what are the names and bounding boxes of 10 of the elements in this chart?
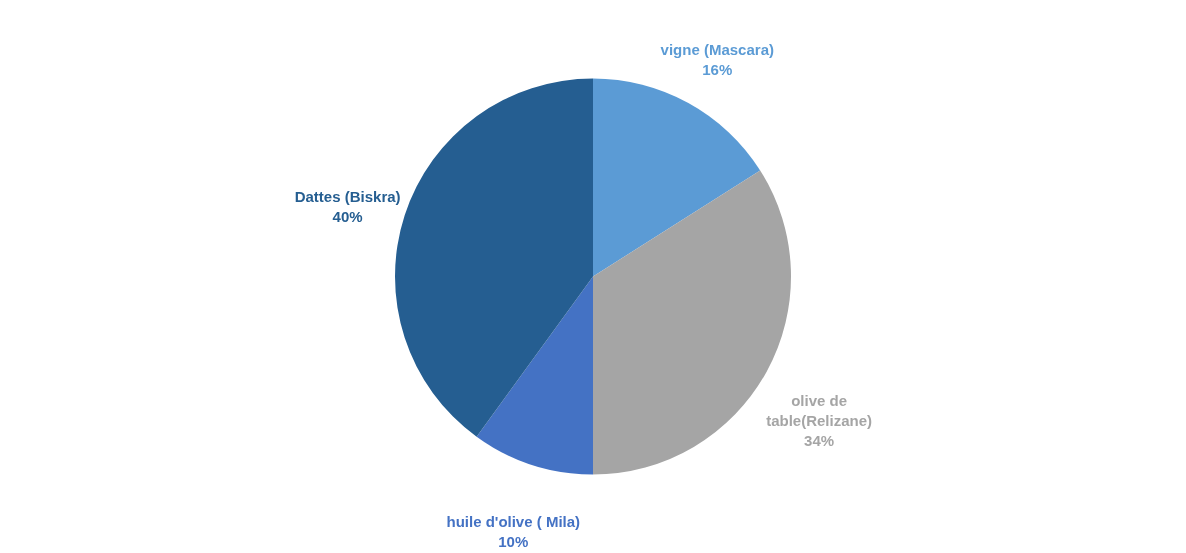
pie-slice [476,276,593,475]
data-label: 34% [804,431,835,449]
slice-label: vigne (Mascara) [660,41,774,59]
slice-label: huile d'olive ( Mila) [446,512,581,530]
pie-slice [593,78,761,277]
data-label: 40% [332,207,363,225]
data-label: 16% [702,61,733,79]
slice-label: Dattes (Biskra) [294,187,401,205]
slice-label: olive de table(Relizane) [766,391,873,429]
data-label: 10% [498,532,529,550]
